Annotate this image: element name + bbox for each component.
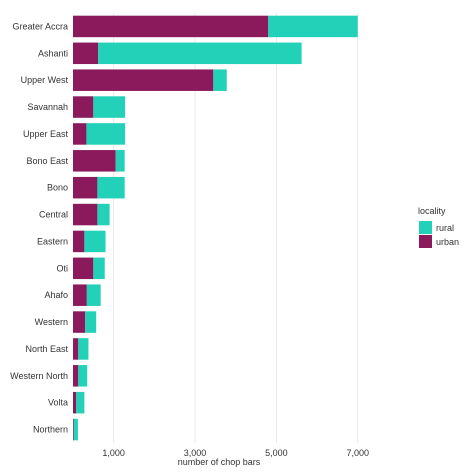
category-label-13: Western North (10, 371, 68, 381)
bar-rural-10 (86, 284, 101, 306)
category-label-7: Central (39, 210, 68, 220)
bar-rural-0 (268, 15, 358, 38)
x-tick-labels: 1,000 3,000 5,000 7,000 (102, 448, 369, 458)
bar-rural-4 (86, 123, 126, 145)
category-label-12: North East (25, 344, 68, 354)
category-label-1: Ashanti (38, 48, 68, 58)
bar-urban-1 (73, 42, 99, 65)
bar-rural-5 (115, 150, 125, 172)
bar-rural-6 (97, 176, 125, 199)
bar-urban-2 (73, 69, 214, 91)
bar-rural-15 (73, 418, 78, 441)
legend-label-urban: urban (436, 237, 459, 247)
bar-urban-11 (73, 311, 86, 333)
legend: locality rural urban (418, 206, 459, 248)
category-label-9: Oti (56, 263, 68, 273)
bar-urban-0 (73, 15, 269, 38)
bar-urban-14 (73, 391, 77, 414)
category-label-2: Upper West (21, 75, 69, 85)
category-label-10: Ahafo (44, 290, 68, 300)
category-label-15: Northern (33, 425, 68, 435)
category-label-8: Eastern (37, 236, 68, 246)
bar-rural-13 (78, 365, 88, 387)
category-label-6: Bono (47, 183, 68, 193)
bar-rural-2 (213, 69, 227, 91)
category-label-5: Bono East (26, 156, 68, 166)
bar-urban-8 (73, 230, 85, 253)
category-label-3: Savannah (27, 102, 68, 112)
bar-urban-10 (73, 284, 87, 306)
bar-urban-7 (73, 203, 98, 226)
bar-rural-14 (76, 391, 85, 414)
bar-urban-13 (73, 365, 79, 387)
bars (73, 15, 358, 441)
x-tick-label-2: 5,000 (265, 448, 288, 458)
bar-urban-15 (73, 418, 74, 441)
bar-urban-6 (73, 176, 98, 199)
bar-urban-5 (73, 150, 116, 172)
legend-swatch-urban (419, 235, 432, 248)
bar-rural-8 (84, 230, 106, 253)
category-labels: Greater Accra Ashanti Upper West Savannah Up… (10, 21, 68, 434)
category-label-0: Greater Accra (12, 21, 68, 31)
category-label-4: Upper East (23, 129, 69, 139)
bar-rural-11 (85, 311, 97, 333)
bar-urban-12 (73, 338, 79, 360)
bar-rural-1 (98, 42, 302, 65)
bar-urban-9 (73, 257, 94, 280)
bar-rural-12 (78, 338, 89, 360)
x-tick-label-1: 3,000 (184, 448, 207, 458)
category-label-14: Volta (48, 398, 68, 408)
legend-swatch-rural (419, 221, 432, 234)
bar-urban-3 (73, 96, 94, 118)
category-label-11: Western (35, 317, 68, 327)
bar-rural-9 (93, 257, 105, 280)
legend-title: locality (418, 206, 446, 216)
x-tick-label-0: 1,000 (102, 448, 125, 458)
x-axis-title: number of chop bars (178, 457, 261, 467)
bar-rural-7 (97, 203, 110, 226)
legend-label-rural: rural (436, 223, 454, 233)
bar-rural-3 (93, 96, 126, 118)
bar-urban-4 (73, 123, 87, 145)
x-tick-label-3: 7,000 (346, 448, 369, 458)
